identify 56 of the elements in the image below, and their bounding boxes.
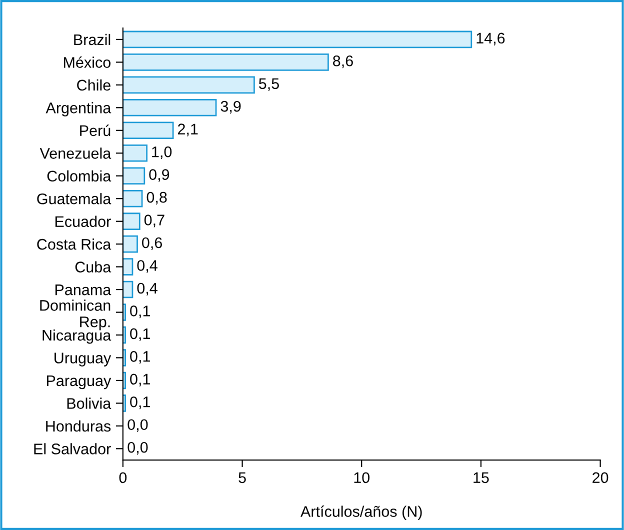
bar	[122, 212, 140, 230]
y-tick-label: Panama	[55, 284, 112, 296]
x-tick-label: 20	[592, 472, 608, 484]
y-tick-label: Colombia	[47, 170, 112, 182]
x-tick-label: 5	[238, 472, 246, 484]
y-tick-label: Costa Rica	[37, 238, 112, 250]
data-label: 0,1	[130, 374, 150, 386]
y-tick-label: Bolivia	[67, 398, 112, 409]
y-tick-label: Nicaragua	[42, 329, 112, 344]
y-tick-label: Uruguay	[54, 352, 112, 366]
bar	[122, 99, 217, 116]
bar	[122, 30, 472, 48]
bar	[122, 190, 143, 208]
x-axis-title: Artículos/años (N)	[300, 506, 422, 520]
y-tick-label: Argentina	[46, 102, 112, 116]
data-label: 1,0	[152, 146, 172, 160]
y-tick-label: Honduras	[46, 420, 111, 432]
bar	[122, 144, 148, 162]
data-label: 0,0	[128, 419, 148, 432]
data-label: 0,1	[130, 351, 150, 364]
x-tick-label: 0	[119, 472, 127, 484]
data-label: 14,6	[476, 32, 505, 46]
bar	[122, 167, 146, 185]
data-label: 5,5	[258, 78, 279, 91]
y-tick-label: Guatemala	[37, 193, 112, 204]
data-label: 8,6	[333, 55, 353, 68]
x-tick-label: 15	[474, 472, 489, 484]
data-label: 0,1	[130, 306, 150, 318]
bar	[122, 76, 255, 94]
data-label: 0,6	[142, 237, 162, 250]
y-tick-label: El Salvador	[34, 443, 111, 454]
data-label: 0,7	[144, 214, 164, 228]
data-label: 0,8	[146, 192, 167, 204]
bar	[122, 54, 329, 71]
data-label: 3,9	[220, 100, 241, 114]
bar	[122, 280, 134, 298]
y-tick-label: Perú	[80, 124, 110, 136]
x-tick-label: 10	[354, 472, 370, 484]
bar	[122, 122, 174, 140]
data-label: 0,1	[130, 328, 150, 341]
data-label: 2,1	[178, 124, 198, 136]
y-tick-label: México	[64, 56, 110, 68]
y-tick-label: Paraguay	[46, 375, 112, 390]
data-label: 0,4	[137, 260, 158, 273]
y-tick-label: Venezuela	[40, 148, 112, 159]
bar	[122, 258, 134, 276]
y-tick-label: Brazil	[74, 34, 110, 46]
data-label: 0,9	[149, 169, 170, 182]
y-tick-label: Dominican Rep.	[40, 300, 110, 330]
y-tick-label: Chile	[77, 79, 110, 91]
data-label: 0,0	[128, 442, 148, 455]
y-tick-label: Cuba	[75, 261, 112, 272]
data-label: 0,1	[130, 396, 150, 410]
y-tick-label: Ecuador	[55, 216, 111, 228]
bar	[122, 235, 138, 253]
data-label: 0,4	[137, 282, 158, 296]
